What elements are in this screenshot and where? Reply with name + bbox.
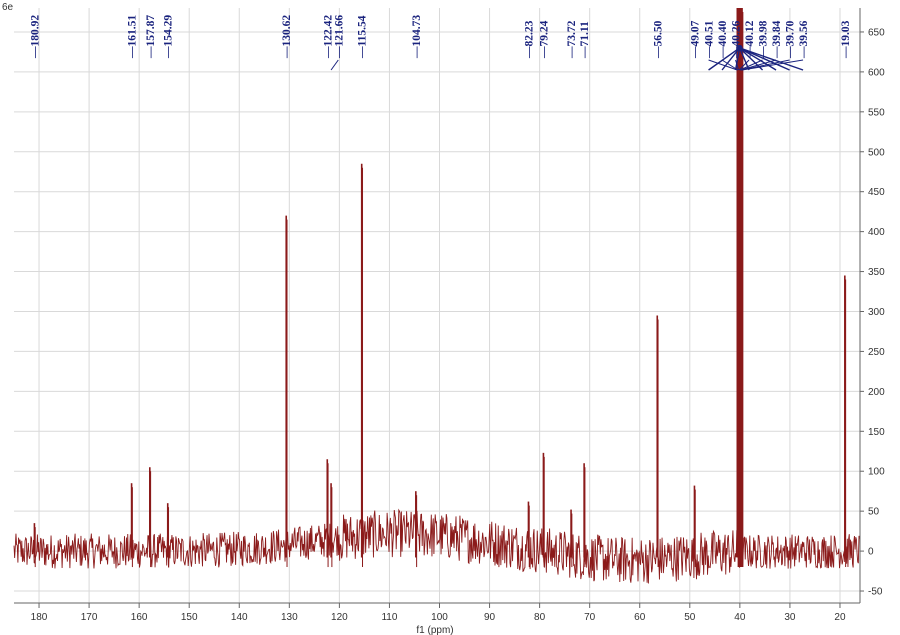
cluster-connector	[739, 47, 790, 71]
peak-label-connector	[330, 59, 339, 71]
cluster-connector	[721, 47, 741, 71]
spectrum-trace	[13, 8, 861, 584]
y-tick-label: 650	[868, 27, 885, 38]
x-tick-label: 130	[281, 612, 298, 623]
x-tick-label: 80	[534, 612, 546, 623]
corner-label: 6e	[2, 2, 14, 13]
peak-label: —56.50	[652, 20, 664, 59]
cluster-node	[736, 44, 743, 51]
y-tick-label: 350	[868, 267, 885, 278]
peak-labels: —180.92 —161.51 —157.87 —154.29 —130.62 —122.…	[29, 15, 852, 71]
peak-label: —49.07	[689, 20, 701, 59]
peak-label: —39.56	[798, 20, 810, 59]
y-tick-label: 600	[868, 67, 885, 78]
y-tick-label: -50	[868, 587, 883, 598]
x-tick-label: 110	[381, 612, 397, 623]
y-tick-label: 200	[868, 387, 885, 398]
peak-label: —39.98	[758, 20, 770, 59]
x-tick-label: 70	[584, 612, 596, 623]
cluster-connector	[708, 47, 741, 71]
y-tick-label: 400	[868, 227, 885, 238]
peak-label: —121.66	[333, 15, 345, 59]
x-tick-label: 100	[431, 612, 448, 623]
x-tick-label: 50	[684, 612, 696, 623]
peak-label: —157.87	[145, 15, 157, 59]
peak-label-connector	[741, 59, 804, 71]
cluster-connector	[739, 47, 764, 71]
x-tick-label: 170	[81, 612, 98, 623]
peak-label: —39.70	[785, 20, 797, 59]
x-tick-label: 120	[331, 612, 348, 623]
x-tick-label: 40	[734, 612, 746, 623]
peak-label: —130.62	[281, 15, 293, 59]
baseline-noise	[13, 508, 861, 584]
y-tick-label: 550	[868, 107, 885, 118]
peak-label: —115.54	[357, 15, 369, 59]
y-tick-label: 500	[868, 147, 885, 158]
x-tick-label: 90	[484, 612, 496, 623]
peak-label: —122.42	[322, 15, 334, 59]
cluster-connector	[739, 47, 777, 71]
cluster-connector	[734, 47, 741, 71]
x-tick-label: 160	[131, 612, 148, 623]
peak-label: —40.51	[704, 20, 716, 59]
peak-label: —19.03	[840, 20, 852, 59]
x-axis-title: f1 (ppm)	[416, 625, 453, 635]
peak-label: —161.51	[127, 15, 139, 59]
y-tick-label: 100	[868, 467, 885, 478]
peak-label: —180.92	[29, 15, 41, 59]
y-tick-label: 0	[868, 547, 874, 558]
x-tick-label: 150	[181, 612, 198, 623]
y-tick-label: 150	[868, 427, 885, 438]
peak-label: —104.73	[411, 15, 423, 59]
y-tick-label: 300	[868, 307, 885, 318]
peak-label: —39.84	[771, 20, 783, 59]
cluster-connector	[738, 47, 750, 71]
cluster-connector	[739, 47, 804, 71]
peak-label: —71.11	[579, 21, 591, 59]
y-tick-label: 450	[868, 187, 885, 198]
peak-label-connector	[739, 59, 763, 71]
peak-label: —154.29	[163, 15, 175, 59]
x-tick-label: 30	[784, 612, 796, 623]
peak-label: —79.24	[538, 20, 550, 59]
peak-label: —40.12	[744, 20, 756, 59]
y-tick-label: 50	[868, 507, 880, 518]
x-tick-label: 140	[231, 612, 248, 623]
x-tick-label: 180	[31, 612, 48, 623]
peak-label-connector	[708, 59, 738, 71]
peak-label: —73.72	[566, 20, 578, 59]
peak-label: —82.23	[523, 20, 535, 59]
x-tick-label: 60	[634, 612, 646, 623]
y-tick-label: 250	[868, 347, 885, 358]
grid-lines	[14, 8, 860, 603]
peak-label: —40.40	[717, 20, 729, 59]
peak-label-connector	[738, 59, 750, 71]
axes: 180 170 160 150 140 130 120 110 100 90 80 70 60 50 40 3…	[14, 8, 885, 623]
x-tick-label: 20	[834, 612, 846, 623]
